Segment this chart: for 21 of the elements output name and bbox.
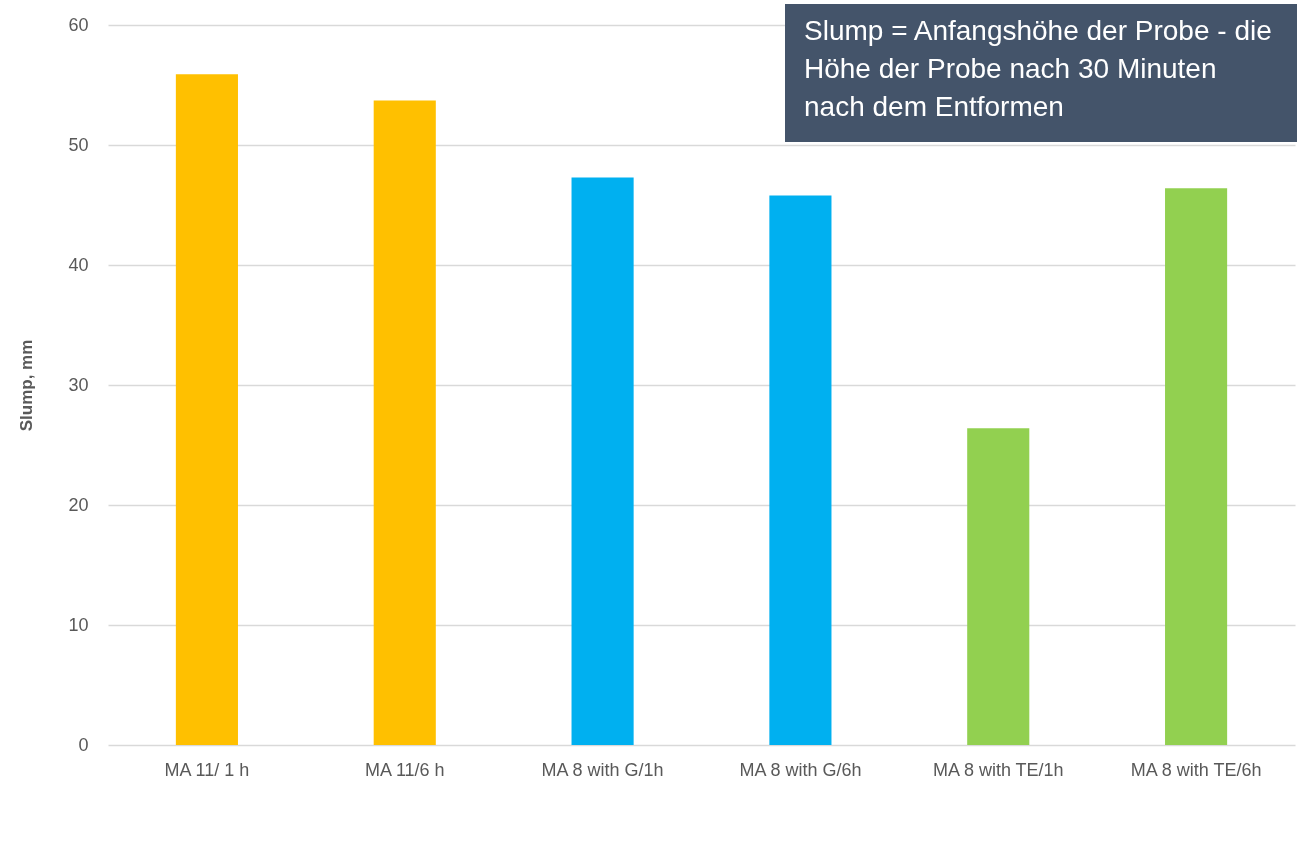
bar bbox=[967, 428, 1030, 745]
x-tick-label: MA 8 with TE/6h bbox=[1130, 759, 1262, 780]
bar bbox=[373, 100, 436, 745]
bar bbox=[571, 177, 634, 745]
y-tick-label: 10 bbox=[68, 614, 89, 635]
y-tick-label: 60 bbox=[68, 14, 89, 35]
y-axis-title: Slump, mm bbox=[17, 339, 37, 432]
x-tick-label: MA 8 with TE/1h bbox=[932, 759, 1064, 780]
bar bbox=[175, 74, 238, 745]
annotation: Slump = Anfangshöhe der Probe - die Höhe der Probe nach 30 Minuten nach dem Entformen bbox=[804, 15, 1272, 122]
x-tick-label: MA 11/ 1 h bbox=[164, 759, 250, 780]
x-tick-label: MA 8 with G/1h bbox=[541, 759, 664, 780]
y-tick-label: 30 bbox=[68, 374, 89, 395]
x-tick-label: MA 8 with G/6h bbox=[739, 759, 862, 780]
y-tick-label: 20 bbox=[68, 494, 89, 515]
bar bbox=[1165, 188, 1228, 745]
bar bbox=[769, 195, 832, 745]
x-tick-label: MA 11/6 h bbox=[364, 759, 445, 780]
y-tick-label: 0 bbox=[78, 734, 89, 755]
y-tick-label: 40 bbox=[68, 254, 89, 275]
y-tick-label: 50 bbox=[68, 134, 89, 155]
